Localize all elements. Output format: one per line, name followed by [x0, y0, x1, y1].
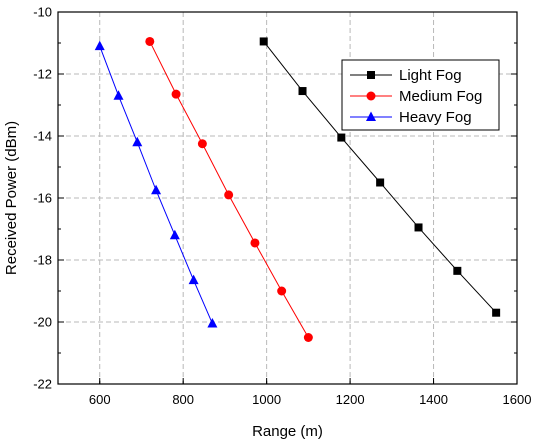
- heavy-fog-point: [207, 318, 218, 328]
- medium-fog-point: [145, 36, 155, 46]
- x-axis-title: Range (m): [252, 423, 323, 440]
- legend-heavy-fog-label: Heavy Fog: [399, 109, 472, 126]
- heavy-fog-point: [132, 136, 143, 147]
- x-tick-label: 600: [89, 392, 111, 407]
- light-fog-point: [337, 133, 346, 142]
- medium-fog-point: [250, 238, 260, 248]
- heavy-fog-point: [94, 40, 105, 51]
- legend-light-fog-label: Light Fog: [399, 67, 462, 84]
- y-tick-label: -14: [33, 129, 52, 144]
- light-fog-point: [453, 266, 462, 275]
- legend-heavy-fog-marker: [366, 111, 376, 121]
- tick-labels: 600 800 1000 1200 1400 1600 -10 -12 -14 -16 -18 -20…: [33, 5, 531, 408]
- y-tick-label: -16: [33, 191, 52, 206]
- y-tick-label: -12: [33, 67, 52, 82]
- light-fog-point: [492, 308, 501, 317]
- light-fog-point: [259, 37, 268, 46]
- y-tick-label: -20: [33, 315, 52, 330]
- medium-fog-point: [303, 333, 313, 342]
- legend-medium-fog-marker: [366, 91, 376, 101]
- axis-ticks: [58, 11, 518, 385]
- y-tick-label: -18: [33, 253, 52, 268]
- x-tick-label: 800: [172, 392, 194, 407]
- x-tick-label: 1200: [336, 392, 365, 407]
- y-tick-label: -22: [33, 377, 52, 392]
- medium-fog-point: [224, 190, 234, 200]
- y-tick-label: -10: [33, 5, 52, 20]
- heavy-fog-point: [151, 184, 162, 195]
- x-tick-label: 1400: [419, 392, 448, 407]
- heavy-fog-point: [188, 274, 199, 285]
- medium-fog-point: [171, 89, 181, 99]
- medium-fog-point: [197, 139, 207, 149]
- medium-fog-point: [277, 286, 287, 296]
- legend-medium-fog-label: Medium Fog: [399, 88, 482, 105]
- heavy-fog-point: [169, 229, 180, 240]
- light-fog-point: [414, 223, 423, 232]
- x-tick-label: 1000: [252, 392, 281, 407]
- legend: Light Fog Medium Fog Heavy Fog: [341, 59, 500, 131]
- x-tick-label: 1600: [503, 392, 532, 407]
- legend-light-fog-marker: [367, 71, 375, 79]
- series-markers: [94, 36, 501, 342]
- y-axis-title: Received Power (dBm): [3, 121, 20, 275]
- light-fog-point: [298, 87, 307, 96]
- heavy-fog-point: [113, 90, 124, 100]
- light-fog-point: [376, 178, 385, 187]
